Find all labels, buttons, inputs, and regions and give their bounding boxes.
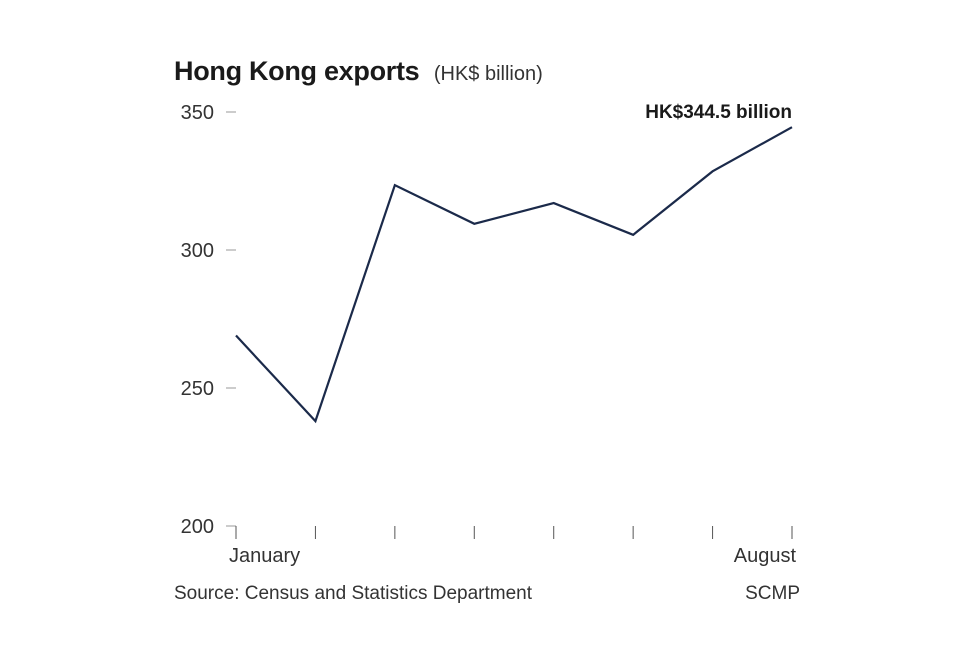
chart-credit: SCMP xyxy=(745,583,800,604)
series-line xyxy=(235,126,793,424)
y-axis: 200 250 300 350 xyxy=(181,102,236,538)
y-tick-label: 250 xyxy=(181,378,214,400)
chart-source: Source: Census and Statistics Department xyxy=(174,583,533,604)
annotation-layer: HK$344.5 billion xyxy=(645,102,792,123)
y-tick-label: 300 xyxy=(181,240,214,262)
y-tick-label: 200 xyxy=(181,516,214,538)
x-axis: January August xyxy=(229,526,796,567)
series-layer xyxy=(235,126,793,424)
last-value-annotation: HK$344.5 billion xyxy=(645,102,792,123)
chart-title: Hong Kong exports xyxy=(174,56,420,86)
chart-unit-label: (HK$ billion) xyxy=(433,63,543,85)
x-tick-label: August xyxy=(734,545,797,567)
x-tick-label: January xyxy=(229,545,300,567)
y-tick-label: 350 xyxy=(181,102,214,124)
chart-header: Hong Kong exports (HK$ billion) xyxy=(174,56,543,87)
